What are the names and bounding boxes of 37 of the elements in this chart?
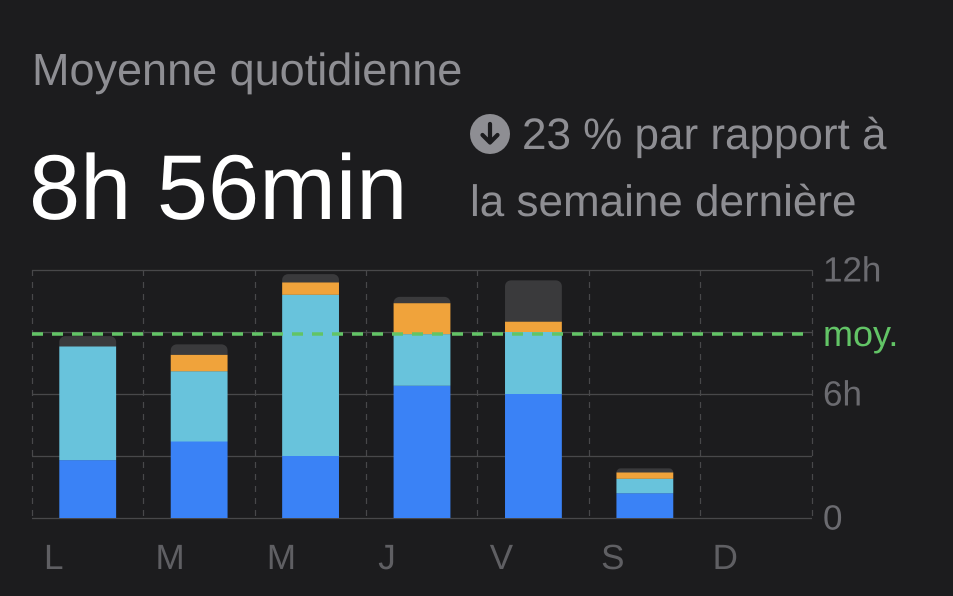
- bar: [616, 468, 674, 473]
- bar: [505, 322, 562, 332]
- bar: [394, 296, 450, 304]
- bar: [505, 280, 562, 322]
- bar: [59, 336, 116, 346]
- bar: [394, 303, 450, 334]
- text: 23 % par rapport à la semaine dernière: [470, 110, 886, 226]
- x-tick-label: M: [266, 538, 296, 577]
- chart-subtitle: 8h 56min: [29, 137, 408, 239]
- bar: [394, 386, 450, 518]
- bar: [282, 282, 339, 295]
- y-tick-label: 6h: [823, 374, 862, 414]
- y-tick-label: 12h: [823, 250, 882, 290]
- x-tick-label: D: [712, 538, 738, 577]
- x-tick-label: J: [378, 538, 396, 577]
- bar: [170, 371, 228, 442]
- x-tick-label: M: [155, 538, 185, 577]
- bar: [282, 294, 339, 456]
- chart-title: Moyenne quotidienne: [32, 44, 462, 96]
- bar: [616, 493, 674, 518]
- bar: [170, 354, 228, 372]
- bar: [505, 394, 562, 518]
- bar: [170, 344, 228, 355]
- y-tick-label: 0: [823, 498, 842, 538]
- bar: [616, 472, 674, 479]
- x-tick-label: S: [601, 538, 624, 577]
- bar: [282, 456, 339, 518]
- bar: [59, 346, 116, 460]
- bar: [282, 274, 339, 282]
- ref-line-label: moy.: [823, 312, 898, 354]
- bar: [394, 334, 450, 386]
- x-tick-label: V: [490, 538, 514, 577]
- bar: [59, 460, 116, 518]
- bar: [505, 332, 562, 394]
- bar: [170, 442, 228, 518]
- x-tick-label: L: [44, 538, 64, 577]
- bar: [616, 478, 674, 494]
